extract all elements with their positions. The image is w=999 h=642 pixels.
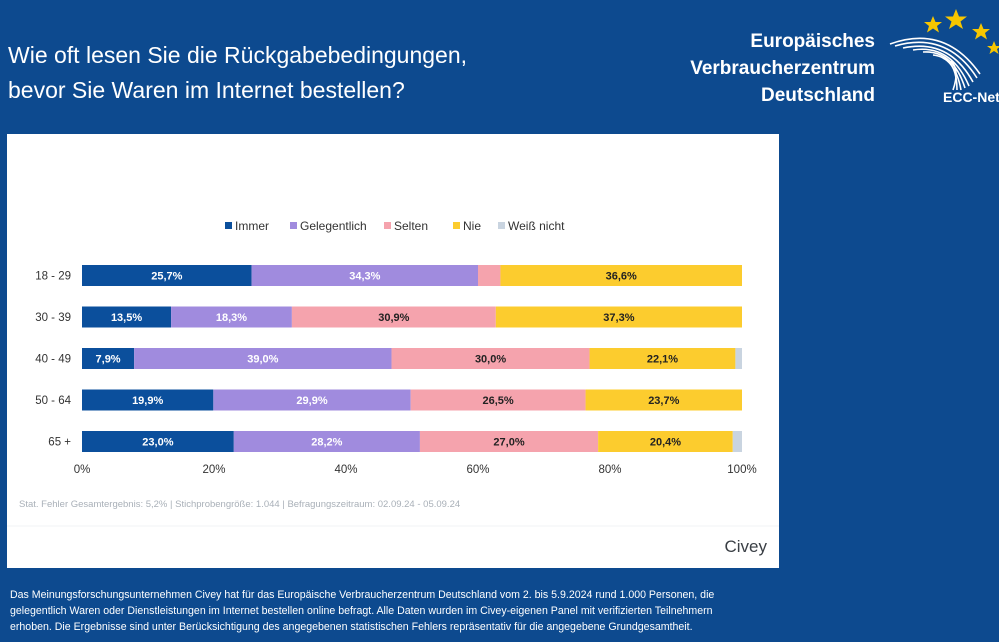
ecc-net-logo: ECC-Net xyxy=(885,4,999,104)
methodology-note: Das Meinungsforschungsunternehmen Civey … xyxy=(10,587,995,635)
bar-segment xyxy=(735,348,742,369)
title-line-2: bevor Sie Waren im Internet bestellen? xyxy=(8,77,405,103)
civey-logo-text: Civey xyxy=(724,537,767,556)
bar-segment xyxy=(419,431,599,452)
category-label: 65 + xyxy=(48,437,71,449)
x-axis: 0% 20% 40% 60% 80% 100% xyxy=(74,464,757,476)
data-label: 19,9% xyxy=(132,395,163,407)
data-label: 23,7% xyxy=(648,395,679,407)
star-icon xyxy=(972,23,990,40)
data-label: 20,4% xyxy=(650,437,681,449)
stacked-bar-chart: Immer Gelegentlich Selten Nie Weiß nicht 18 … xyxy=(7,219,779,556)
x-tick-label: 60% xyxy=(466,464,489,476)
x-tick-label: 20% xyxy=(202,464,225,476)
legend-swatch xyxy=(384,222,391,229)
legend-label: Immer xyxy=(235,219,269,233)
bar-segment xyxy=(585,389,742,411)
data-label: 39,0% xyxy=(247,354,278,366)
data-label: 30,9% xyxy=(378,312,409,324)
brand-line-3: Deutschland xyxy=(760,85,875,106)
methodology-line-2: gelegentlich Waren oder Dienstleistungen… xyxy=(10,605,713,617)
legend-label: Weiß nicht xyxy=(508,219,565,233)
legend-swatch xyxy=(290,222,297,229)
category-label: 18 - 29 xyxy=(35,271,71,283)
legend-label: Gelegentlich xyxy=(300,219,367,233)
data-label: 13,5% xyxy=(111,312,142,324)
bar-segment xyxy=(82,389,214,411)
bar-segment xyxy=(82,348,135,369)
bar-segment xyxy=(82,431,234,452)
chart-panel: Immer Gelegentlich Selten Nie Weiß nicht 18 … xyxy=(7,134,779,568)
data-label: 22,1% xyxy=(647,354,678,366)
x-tick-label: 40% xyxy=(334,464,357,476)
brand-line-1: Europäisches xyxy=(750,31,875,52)
chart-legend: Immer Gelegentlich Selten Nie Weiß nicht xyxy=(225,219,565,233)
legend-swatch xyxy=(453,222,460,229)
bar-segment xyxy=(410,389,586,411)
bar-segment xyxy=(732,431,742,452)
bar-segment xyxy=(391,348,590,369)
chart-rows: 18 - 29 25,7% 34,3% 36,6% 30 - 39 13,5% 18,3% 3… xyxy=(35,265,742,452)
data-label: 36,6% xyxy=(606,271,637,283)
bar-segment xyxy=(500,265,742,286)
title-line-1: Wie oft lesen Sie die Rückgabebedingunge… xyxy=(8,42,468,68)
data-label: 23,0% xyxy=(142,437,173,449)
bar-segment xyxy=(82,306,172,328)
x-tick-label: 100% xyxy=(727,464,756,476)
legend-swatch xyxy=(225,222,232,229)
bar-segment xyxy=(233,431,420,452)
star-icon xyxy=(945,9,967,29)
star-icon xyxy=(924,16,942,33)
bar-segment xyxy=(598,431,733,452)
category-label: 40 - 49 xyxy=(35,354,71,366)
data-label: 30,0% xyxy=(475,354,506,366)
legend-label: Selten xyxy=(394,219,428,233)
bar-segment xyxy=(171,306,292,328)
bar-segment xyxy=(251,265,478,286)
bar-segment xyxy=(589,348,736,369)
data-label: 26,5% xyxy=(483,395,514,407)
x-tick-label: 0% xyxy=(74,464,91,476)
methodology-line-3: erhoben. Die Ergebnisse sind unter Berüc… xyxy=(10,621,693,633)
star-icon xyxy=(987,41,999,54)
bar-segment xyxy=(213,389,411,411)
data-label: 28,2% xyxy=(311,437,342,449)
bar-segment xyxy=(478,265,501,286)
bar-segment xyxy=(82,265,252,286)
category-label: 30 - 39 xyxy=(35,312,71,324)
data-label: 25,7% xyxy=(151,271,182,283)
legend-swatch xyxy=(498,222,505,229)
data-label: 27,0% xyxy=(493,437,524,449)
logo-text: ECC-Net xyxy=(943,89,999,104)
methodology-line-1: Das Meinungsforschungsunternehmen Civey … xyxy=(10,589,715,601)
brand-line-2: Verbraucherzentrum xyxy=(690,58,875,79)
data-label: 7,9% xyxy=(96,354,121,366)
bar-segment xyxy=(495,306,742,328)
data-label: 18,3% xyxy=(216,312,247,324)
bar-segment xyxy=(291,306,496,328)
legend-label: Nie xyxy=(463,219,481,233)
x-tick-label: 80% xyxy=(598,464,621,476)
bar-segment xyxy=(134,348,392,369)
page-title: Wie oft lesen Sie die Rückgabebedingunge… xyxy=(8,38,608,108)
category-label: 50 - 64 xyxy=(35,395,71,407)
brand-name: Europäisches Verbraucherzentrum Deutschl… xyxy=(660,28,875,109)
data-label: 37,3% xyxy=(603,312,634,324)
chart-stats-note: Stat. Fehler Gesamtergebnis: 5,2% | Stic… xyxy=(19,499,460,510)
data-label: 34,3% xyxy=(349,271,380,283)
data-label: 29,9% xyxy=(296,395,327,407)
